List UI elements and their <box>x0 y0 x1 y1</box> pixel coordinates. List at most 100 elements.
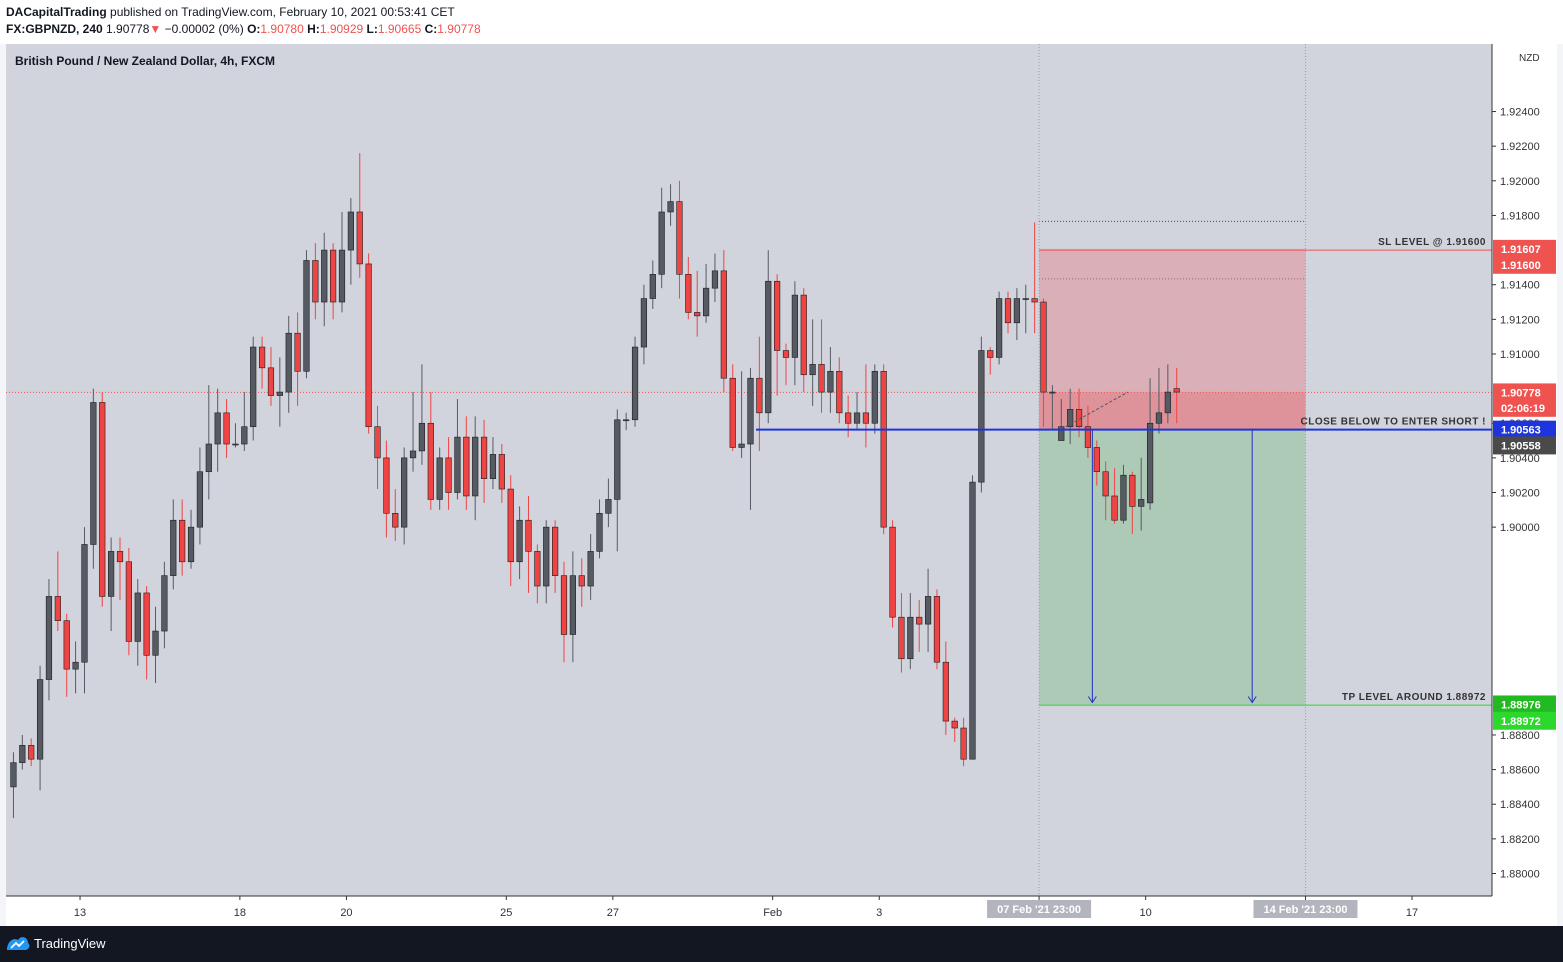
candle-body[interactable] <box>951 720 958 729</box>
candle-body[interactable] <box>862 412 870 424</box>
candle-body[interactable] <box>81 544 88 663</box>
candle-body[interactable] <box>285 332 292 393</box>
candle-body[interactable] <box>45 596 53 680</box>
candle-body[interactable] <box>480 436 488 479</box>
candle-body[interactable] <box>338 249 346 303</box>
candle-body[interactable] <box>223 412 230 445</box>
candlestick-chart[interactable]: SL LEVEL @ 1.91600 CLOSE BELOW TO ENTER S… <box>6 44 1557 926</box>
candle-body[interactable] <box>996 298 1003 358</box>
candle-body[interactable] <box>676 201 683 275</box>
candle-body[interactable] <box>658 211 665 275</box>
candle-body[interactable] <box>241 426 248 445</box>
candle-body[interactable] <box>631 346 639 421</box>
candle-body[interactable] <box>63 620 70 670</box>
candle-body[interactable] <box>729 377 736 448</box>
candle-body[interactable] <box>347 211 354 251</box>
candle-body[interactable] <box>276 391 283 396</box>
candle-body[interactable] <box>356 211 363 265</box>
candle-body[interactable] <box>418 422 426 452</box>
candle-body[interactable] <box>1049 391 1056 394</box>
candle-body[interactable] <box>916 616 923 625</box>
candle-body[interactable] <box>969 481 976 760</box>
candle-body[interactable] <box>1146 422 1154 504</box>
tradingview-logo-icon[interactable] <box>6 934 30 952</box>
candle-body[interactable] <box>845 412 852 424</box>
candle-body[interactable] <box>72 661 79 670</box>
candle-body[interactable] <box>365 263 372 428</box>
candle-body[interactable] <box>463 436 470 497</box>
candle-body[interactable] <box>907 616 914 660</box>
candle-body[interactable] <box>853 412 861 424</box>
candle-body[interactable] <box>472 436 479 497</box>
candle-body[interactable] <box>401 457 408 528</box>
candle-body[interactable] <box>28 745 35 760</box>
candle-body[interactable] <box>623 419 630 422</box>
candle-body[interactable] <box>36 679 44 760</box>
candle-body[interactable] <box>534 551 541 587</box>
candle-body[interactable] <box>756 377 763 414</box>
candle-body[interactable] <box>330 249 337 303</box>
candle-body[interactable] <box>1129 474 1136 507</box>
candle-body[interactable] <box>392 512 399 528</box>
candle-body[interactable] <box>1111 495 1118 521</box>
candle-body[interactable] <box>667 201 674 213</box>
candle-body[interactable] <box>1067 409 1074 428</box>
candle-body[interactable] <box>774 280 781 351</box>
candle-body[interactable] <box>321 249 328 303</box>
candle-body[interactable] <box>569 575 576 635</box>
candle-body[interactable] <box>1031 298 1038 303</box>
candle-body[interactable] <box>560 575 568 635</box>
candle-body[interactable] <box>498 454 505 490</box>
candle-body[interactable] <box>436 457 443 500</box>
candle-body[interactable] <box>880 370 887 528</box>
candle-body[interactable] <box>614 419 621 500</box>
candle-body[interactable] <box>782 350 790 358</box>
candle-body[interactable] <box>516 519 523 563</box>
candle-body[interactable] <box>543 526 550 587</box>
candle-body[interactable] <box>578 575 585 587</box>
brand-name[interactable]: TradingView <box>34 936 106 951</box>
candle-body[interactable] <box>1155 412 1163 424</box>
candle-body[interactable] <box>108 551 115 597</box>
candle-body[interactable] <box>933 596 941 663</box>
candle-body[interactable] <box>196 471 204 528</box>
candle-body[interactable] <box>1173 388 1180 393</box>
candle-body[interactable] <box>987 350 994 358</box>
candle-body[interactable] <box>1013 298 1020 324</box>
candle-body[interactable] <box>605 499 612 514</box>
candle-body[interactable] <box>507 488 514 563</box>
symbol-label[interactable]: FX:GBPNZD, 240 <box>6 22 103 36</box>
candle-body[interactable] <box>889 526 896 618</box>
candle-body[interactable] <box>827 370 834 393</box>
candle-body[interactable] <box>205 443 212 473</box>
candle-body[interactable] <box>1084 426 1092 448</box>
candle-body[interactable] <box>1164 391 1171 414</box>
candle-body[interactable] <box>303 260 310 372</box>
candle-body[interactable] <box>134 592 141 642</box>
candle-body[interactable] <box>312 260 319 303</box>
candle-body[interactable] <box>161 575 168 632</box>
chart-frame[interactable]: SL LEVEL @ 1.91600 CLOSE BELOW TO ENTER S… <box>6 44 1557 926</box>
candle-body[interactable] <box>898 616 905 660</box>
candle-body[interactable] <box>765 280 772 414</box>
candle-body[interactable] <box>1120 474 1127 521</box>
author-name[interactable]: DACapitalTrading <box>6 5 107 19</box>
candle-body[interactable] <box>1102 471 1109 497</box>
candle-body[interactable] <box>187 526 195 563</box>
candle-body[interactable] <box>720 270 727 379</box>
candle-body[interactable] <box>374 426 381 459</box>
candle-body[interactable] <box>143 592 150 656</box>
candle-body[interactable] <box>1093 447 1100 473</box>
candle-body[interactable] <box>427 422 434 500</box>
candle-body[interactable] <box>836 370 843 414</box>
candle-body[interactable] <box>1138 499 1145 507</box>
candle-body[interactable] <box>489 454 497 479</box>
candle-body[interactable] <box>640 298 648 348</box>
candle-body[interactable] <box>1058 426 1065 441</box>
candle-body[interactable] <box>871 370 878 424</box>
candle-body[interactable] <box>960 727 967 760</box>
candle-body[interactable] <box>924 596 932 625</box>
candle-body[interactable] <box>818 364 825 393</box>
candle-body[interactable] <box>250 346 257 428</box>
candle-body[interactable] <box>258 346 266 369</box>
